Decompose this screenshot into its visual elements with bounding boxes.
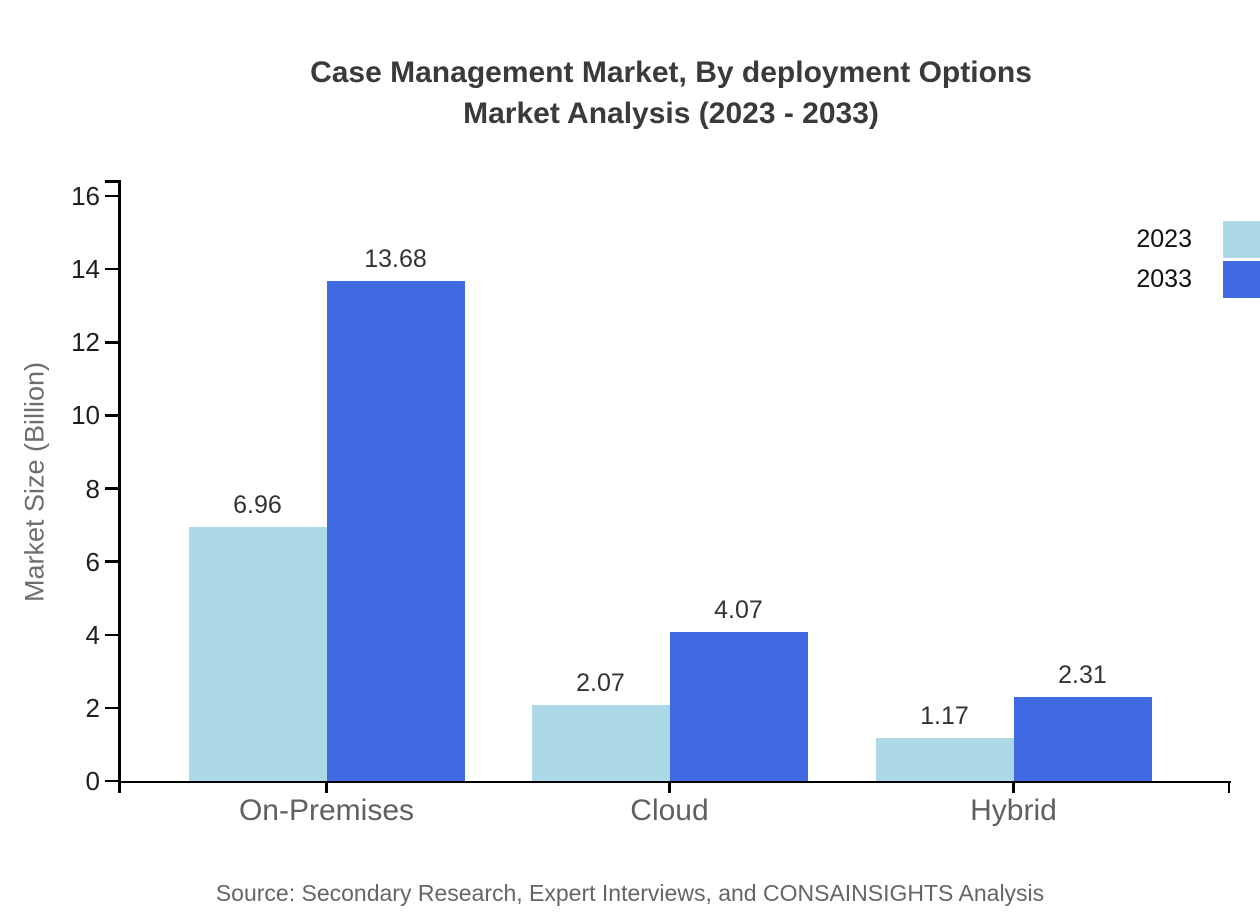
y-tick-label: 0 [85, 766, 100, 796]
x-category-label: Cloud [630, 794, 709, 827]
legend-label: 2033 [1136, 264, 1192, 293]
y-tick [105, 414, 118, 417]
y-tick [105, 487, 118, 490]
legend-label: 2023 [1136, 224, 1192, 253]
bar [669, 632, 808, 781]
bar-value-label: 6.96 [233, 490, 282, 519]
chart-title-line2: Market Analysis (2023 - 2033) [463, 97, 879, 130]
y-tick [105, 194, 118, 198]
x-axis-line [118, 780, 1231, 783]
y-tick [105, 633, 118, 636]
y-tick-label: 12 [71, 327, 100, 358]
legend: 2023 2033 [1136, 219, 1260, 299]
chart-title: Case Management Market, By deployment Op… [118, 52, 1224, 134]
y-tick-label: 6 [85, 546, 100, 577]
x-category-label: On-Premises [238, 794, 415, 827]
y-tick [105, 341, 118, 344]
x-tick [668, 781, 671, 793]
y-tick-label: 4 [85, 619, 100, 650]
y-tick [105, 706, 118, 710]
y-axis-top-cap [105, 180, 121, 183]
chart-title-line1: Case Management Market, By deployment Op… [310, 56, 1032, 89]
y-tick-label: 2 [85, 692, 100, 723]
legend-row: 2033 [1136, 259, 1260, 299]
bar-value-label: 1.17 [920, 702, 969, 731]
y-axis-line [118, 180, 121, 783]
y-tick [105, 267, 118, 271]
y-tick [105, 560, 118, 563]
y-tick-label: 16 [71, 181, 100, 211]
y-tick-label: 14 [71, 254, 100, 285]
x-tick [1227, 781, 1231, 793]
bar [1013, 696, 1152, 781]
x-tick [118, 781, 121, 793]
bar [875, 738, 1014, 781]
x-tick [325, 781, 328, 793]
bar-value-label: 13.68 [364, 244, 427, 273]
x-tick [1012, 781, 1015, 793]
bar [326, 280, 465, 781]
legend-row: 2023 [1136, 219, 1260, 259]
x-category-label: Hybrid [970, 794, 1057, 827]
bar-value-label: 2.31 [1058, 660, 1107, 689]
y-tick [105, 779, 118, 783]
bar-value-label: 4.07 [714, 596, 763, 625]
legend-swatch [1223, 220, 1260, 258]
bar-value-label: 2.07 [576, 669, 625, 698]
y-tick-label: 10 [71, 400, 100, 431]
y-tick-label: 8 [85, 473, 100, 504]
legend-swatch [1223, 260, 1260, 298]
bar [188, 526, 327, 781]
source-note: Source: Secondary Research, Expert Inter… [215, 880, 1045, 906]
bar [531, 705, 670, 781]
